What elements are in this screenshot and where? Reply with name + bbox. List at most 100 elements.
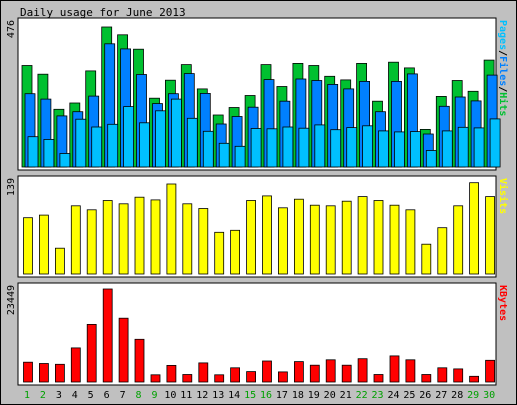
bar-kbytes-22 — [357, 358, 368, 383]
bar-pages-13 — [218, 142, 230, 168]
x-tick-label: 20 — [324, 390, 336, 401]
y-max-label: 139 — [6, 178, 17, 196]
bar-visits-21 — [341, 200, 352, 275]
bar-pages-14 — [234, 145, 246, 168]
bar-visits-11 — [182, 203, 193, 275]
bar-pages-29 — [473, 127, 485, 168]
bar-visits-27 — [437, 227, 448, 275]
series-pages — [27, 98, 501, 168]
bar-kbytes-30 — [485, 359, 496, 383]
x-tick-label: 28 — [451, 390, 463, 401]
panel-visits: 139 Visits — [6, 175, 509, 278]
bar-kbytes-3 — [55, 363, 65, 383]
bar-visits-16 — [262, 195, 272, 275]
bar-pages-5 — [91, 126, 103, 168]
bar-pages-16 — [266, 128, 278, 168]
bar-visits-29 — [469, 182, 480, 275]
bar-kbytes-11 — [182, 374, 193, 383]
x-tick-label: 24 — [387, 390, 399, 401]
bar-visits-8 — [134, 196, 145, 275]
x-tick-label: 10 — [164, 390, 176, 401]
bar-kbytes-17 — [277, 371, 288, 383]
bar-visits-4 — [70, 205, 81, 275]
x-tick-label: 12 — [196, 390, 208, 401]
bar-kbytes-19 — [309, 364, 320, 383]
bar-kbytes-27 — [437, 367, 448, 383]
bar-kbytes-13 — [214, 374, 225, 383]
y-max-label: 476 — [6, 20, 17, 38]
bar-visits-14 — [230, 229, 241, 275]
bar-pages-15 — [250, 128, 262, 168]
bar-visits-7 — [118, 203, 129, 275]
bar-visits-20 — [325, 205, 336, 275]
bar-pages-10 — [170, 98, 182, 168]
bar-visits-19 — [309, 204, 320, 275]
bar-pages-7 — [123, 106, 134, 168]
panel-kbytes: 23449 KBytes — [6, 282, 508, 386]
bar-pages-23 — [378, 130, 389, 168]
x-tick-label: 23 — [371, 390, 383, 401]
y-axis-label: Pages/Files/Hits — [497, 20, 509, 116]
bar-pages-9 — [155, 110, 166, 168]
x-tick-label: 25 — [403, 390, 415, 401]
bar-pages-3 — [59, 153, 71, 168]
panel-background — [17, 175, 497, 278]
x-tick-label: 8 — [135, 390, 141, 401]
x-tick-label: 21 — [340, 390, 352, 401]
bar-kbytes-26 — [421, 374, 432, 383]
bar-visits-30 — [485, 196, 496, 275]
bar-pages-21 — [346, 127, 358, 168]
bar-pages-18 — [298, 127, 310, 168]
bar-kbytes-12 — [198, 362, 209, 383]
x-tick-label: 30 — [483, 390, 495, 401]
bar-kbytes-24 — [389, 355, 400, 383]
bar-kbytes-16 — [262, 360, 272, 383]
bar-kbytes-6 — [102, 288, 113, 383]
bar-kbytes-14 — [230, 367, 241, 383]
bar-pages-8 — [139, 122, 150, 168]
bar-kbytes-8 — [134, 338, 145, 383]
x-tick-label: 6 — [104, 390, 110, 401]
bar-visits-22 — [357, 196, 368, 275]
bar-kbytes-18 — [293, 361, 304, 383]
x-tick-label: 26 — [419, 390, 431, 401]
bar-visits-12 — [198, 208, 209, 275]
bar-kbytes-20 — [325, 359, 336, 383]
bar-visits-10 — [166, 183, 177, 275]
bar-visits-25 — [405, 209, 416, 275]
bar-kbytes-25 — [405, 359, 416, 383]
bar-kbytes-7 — [118, 317, 129, 383]
bar-visits-28 — [453, 205, 464, 275]
bar-pages-24 — [394, 131, 405, 168]
x-tick-label: 2 — [40, 390, 46, 401]
bar-visits-24 — [389, 204, 400, 275]
x-tick-label: 3 — [56, 390, 62, 401]
x-tick-label: 13 — [212, 390, 224, 401]
y-axis-label: KBytes — [497, 285, 508, 321]
bar-visits-23 — [373, 200, 384, 275]
bar-visits-17 — [277, 207, 288, 275]
bar-pages-25 — [409, 131, 421, 168]
x-tick-label: 5 — [88, 390, 94, 401]
bar-kbytes-2 — [39, 363, 49, 383]
bar-pages-12 — [202, 130, 214, 168]
bar-kbytes-28 — [453, 368, 464, 383]
bar-visits-26 — [421, 243, 432, 275]
bar-pages-30 — [489, 118, 501, 168]
bar-pages-26 — [425, 150, 437, 168]
chart-title: Daily usage for June 2013 — [20, 6, 186, 19]
x-tick-label: 29 — [467, 390, 479, 401]
bar-pages-27 — [441, 130, 453, 168]
x-tick-label: 27 — [435, 390, 447, 401]
x-tick-label: 4 — [72, 390, 78, 401]
x-tick-label: 7 — [120, 390, 126, 401]
bar-visits-13 — [214, 231, 225, 275]
x-tick-label: 18 — [292, 390, 304, 401]
bar-kbytes-1 — [23, 361, 33, 383]
bar-visits-2 — [39, 214, 49, 275]
bar-kbytes-5 — [86, 323, 97, 383]
x-tick-label: 14 — [228, 390, 240, 401]
bar-visits-5 — [86, 209, 97, 275]
bar-pages-22 — [362, 125, 374, 168]
